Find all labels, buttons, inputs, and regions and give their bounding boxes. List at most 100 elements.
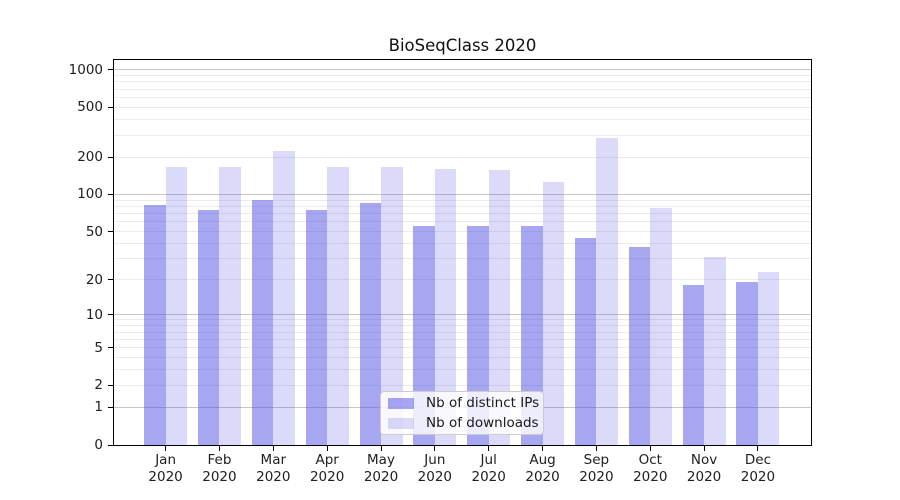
legend-swatch-distinct-ips-icon [388, 397, 414, 409]
bar-distinct-ips [736, 282, 758, 445]
x-tick-year: 2020 [633, 468, 668, 485]
x-tick-year: 2020 [148, 468, 183, 485]
gridline-minor [114, 134, 811, 136]
gridline-minor [114, 106, 811, 108]
x-tick-label: May 2020 [349, 452, 413, 485]
bar-distinct-ips [413, 226, 435, 445]
y-tick-label: 0 [94, 437, 103, 453]
bar-downloads [165, 167, 188, 445]
gridline-minor [114, 205, 811, 207]
x-tick-label: Nov 2020 [672, 452, 736, 485]
y-tick-label: 1 [94, 399, 103, 416]
gridline-minor [114, 199, 811, 201]
bar-distinct-ips [305, 209, 328, 445]
x-tick-month: Nov [690, 452, 718, 468]
x-tick [434, 446, 436, 451]
y-tick-label: 1000 [68, 61, 103, 78]
y-tick [108, 193, 113, 195]
bar-distinct-ips [628, 247, 651, 445]
bar-downloads [219, 167, 241, 445]
y-tick [108, 406, 113, 408]
y-tick-label: 20 [85, 271, 103, 288]
y-tick [108, 347, 113, 349]
bar-downloads [488, 170, 511, 445]
x-tick [218, 446, 220, 451]
x-tick-month: Mar [260, 452, 287, 468]
x-tick-label: Dec 2020 [726, 452, 790, 485]
y-tick [108, 279, 113, 281]
bar-downloads [596, 137, 618, 445]
gridline-minor [114, 119, 811, 121]
gridline-minor [114, 258, 811, 260]
legend-swatch-downloads-icon [388, 417, 414, 429]
y-tick-label: 50 [85, 223, 103, 240]
bar-downloads [542, 181, 565, 445]
y-tick [108, 69, 113, 71]
legend-item-downloads: Nb of downloads [388, 415, 543, 431]
x-tick-year: 2020 [740, 468, 776, 485]
bar-downloads [434, 168, 457, 445]
gridline-minor [114, 231, 811, 233]
y-tick [108, 444, 113, 446]
gridline-minor [114, 242, 811, 244]
gridline-minor [114, 347, 811, 349]
gridline-minor [114, 279, 811, 281]
bar-distinct-ips [521, 226, 543, 445]
gridline-major [114, 314, 811, 316]
x-tick-year: 2020 [202, 468, 237, 485]
gridline-minor [114, 221, 811, 223]
x-tick-month: Dec [744, 452, 771, 468]
x-tick-year: 2020 [686, 468, 722, 485]
gridline-minor [114, 75, 811, 77]
y-tick-label: 10 [85, 306, 103, 323]
x-tick-label: Feb 2020 [187, 452, 251, 485]
x-tick-year: 2020 [579, 468, 614, 485]
x-tick-label: Jun 2020 [403, 452, 467, 485]
bar-distinct-ips [144, 205, 166, 445]
legend-label-downloads: Nb of downloads [426, 415, 539, 431]
gridline-minor [114, 156, 811, 158]
x-tick [380, 446, 382, 451]
x-tick-year: 2020 [256, 468, 291, 485]
gridline-minor [114, 369, 811, 371]
x-tick-year: 2020 [363, 468, 399, 485]
y-tick [108, 384, 113, 386]
x-tick-label: Jan 2020 [134, 452, 198, 485]
y-tick-label: 5 [94, 339, 103, 356]
bar-distinct-ips [197, 209, 220, 445]
legend-label-distinct-ips: Nb of distinct IPs [426, 395, 540, 411]
x-tick-label: Oct 2020 [618, 452, 682, 485]
bar-downloads [327, 167, 349, 445]
legend-item-distinct-ips: Nb of distinct IPs [388, 395, 543, 411]
x-tick-label: Apr 2020 [295, 452, 359, 485]
x-tick [757, 446, 759, 451]
x-tick-month: Jan [155, 452, 176, 468]
gridline-major [114, 193, 811, 195]
x-tick-year: 2020 [417, 468, 453, 485]
x-tick [703, 446, 705, 451]
x-tick [488, 446, 490, 451]
x-tick-year: 2020 [471, 468, 506, 485]
x-tick [649, 446, 651, 451]
bar-downloads [273, 150, 295, 445]
bar-distinct-ips [359, 203, 381, 445]
x-tick-month: Aug [529, 452, 556, 468]
gridline-minor [114, 325, 811, 327]
bar-downloads [704, 256, 726, 445]
gridline-minor [114, 319, 811, 321]
gridline-minor [114, 384, 811, 386]
x-tick-label: Sep 2020 [564, 452, 628, 485]
x-tick-month: Apr [315, 452, 339, 468]
y-tick-label: 2 [94, 377, 103, 394]
y-tick-label: 100 [77, 186, 103, 203]
y-tick-label: 200 [77, 149, 103, 166]
x-tick-label: Aug 2020 [511, 452, 575, 485]
bar-distinct-ips [467, 226, 489, 445]
y-tick [108, 231, 113, 233]
gridline-minor [114, 97, 811, 99]
y-tick [108, 106, 113, 108]
legend: Nb of distinct IPs Nb of downloads [380, 391, 544, 435]
y-tick [108, 156, 113, 158]
bar-downloads [757, 272, 780, 445]
